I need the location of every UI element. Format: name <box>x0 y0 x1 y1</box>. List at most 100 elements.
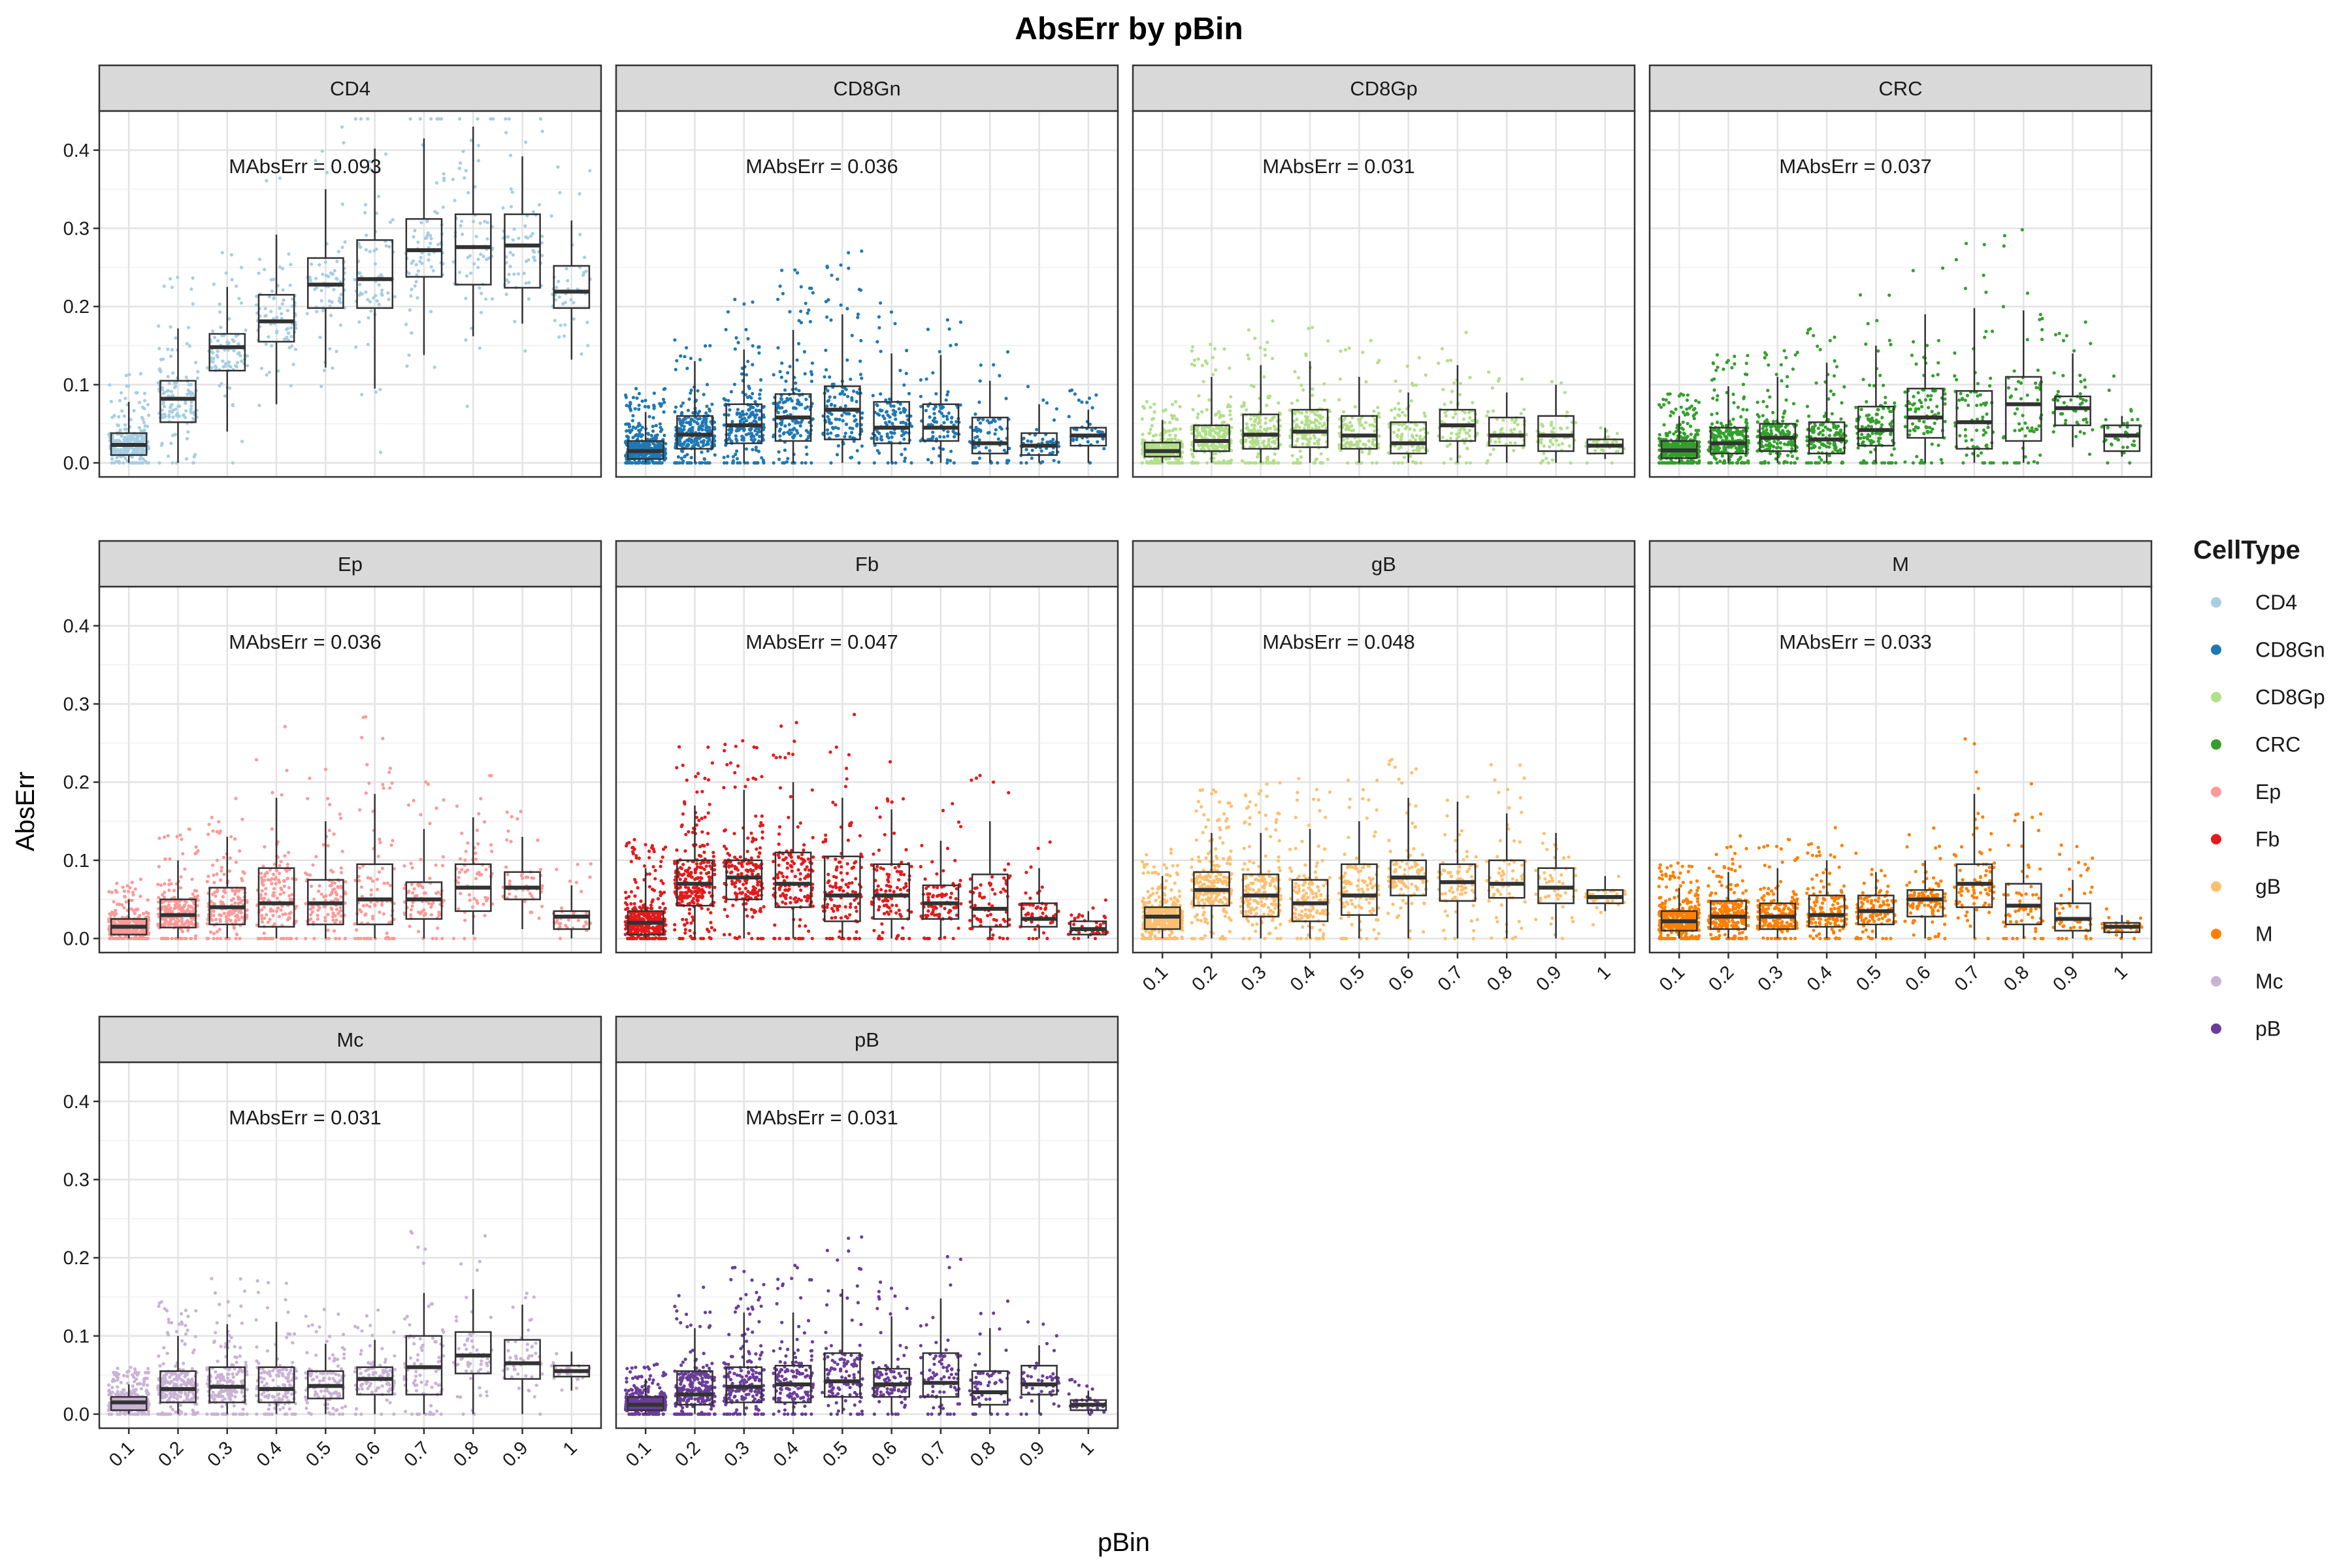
data-point <box>485 237 489 241</box>
data-point <box>836 277 840 281</box>
data-point <box>555 286 559 289</box>
data-point <box>1450 431 1454 435</box>
data-point <box>783 448 787 452</box>
data-point <box>776 297 780 301</box>
data-point <box>1452 381 1456 385</box>
data-point <box>795 271 800 275</box>
data-point <box>1212 434 1216 438</box>
data-point <box>851 427 855 431</box>
data-point <box>755 433 759 436</box>
data-point <box>1250 423 1254 427</box>
data-point <box>1299 455 1303 459</box>
data-point <box>640 425 644 429</box>
data-point <box>850 398 854 402</box>
mabserr-annotation: MAbsErr = 0.031 <box>1262 155 1414 178</box>
data-point <box>1311 393 1315 397</box>
data-point <box>524 281 528 285</box>
data-point <box>729 439 733 443</box>
data-point <box>588 169 592 172</box>
data-point <box>1354 461 1359 465</box>
data-point <box>693 419 696 423</box>
data-point <box>340 203 344 206</box>
data-point <box>1249 384 1253 387</box>
data-point <box>120 409 124 413</box>
data-point <box>321 272 325 276</box>
data-point <box>753 461 757 465</box>
data-point <box>318 263 321 267</box>
data-point <box>1488 453 1492 457</box>
data-point <box>1542 444 1546 448</box>
data-point <box>161 402 165 406</box>
data-point <box>1309 436 1313 440</box>
data-point <box>1756 434 1759 438</box>
data-point <box>778 421 783 425</box>
data-point <box>846 395 850 399</box>
data-point <box>932 447 936 451</box>
data-point <box>1455 433 1459 436</box>
data-point <box>176 404 180 408</box>
data-point <box>811 417 815 421</box>
data-point <box>1715 412 1719 416</box>
data-point <box>112 414 116 417</box>
data-point <box>1548 440 1552 444</box>
data-point <box>870 436 874 440</box>
data-point <box>142 399 147 402</box>
data-point <box>559 323 563 327</box>
data-point <box>1741 408 1745 412</box>
data-point <box>629 443 633 447</box>
data-point <box>524 235 528 239</box>
data-point <box>761 459 765 463</box>
data-point <box>187 325 191 329</box>
data-point <box>184 375 188 380</box>
data-point <box>553 319 557 323</box>
data-point <box>409 294 413 298</box>
data-point <box>1688 424 1693 429</box>
data-point <box>879 350 883 353</box>
data-point <box>557 280 561 284</box>
data-point <box>1695 461 1699 465</box>
data-point <box>553 298 558 302</box>
data-point <box>1209 433 1213 437</box>
data-point <box>1367 451 1371 456</box>
data-point <box>1600 448 1604 451</box>
data-point <box>1173 437 1177 441</box>
data-point <box>830 273 834 277</box>
data-point <box>1422 427 1426 431</box>
data-point <box>705 383 710 387</box>
data-point <box>479 310 483 314</box>
data-point <box>254 303 258 307</box>
data-point <box>958 403 962 407</box>
data-point <box>1250 442 1254 446</box>
data-point <box>377 195 381 199</box>
data-point <box>798 434 803 438</box>
data-point <box>993 432 997 436</box>
data-point <box>1229 461 1233 465</box>
data-point <box>1314 413 1318 417</box>
data-point <box>1376 361 1380 365</box>
data-point <box>1683 443 1687 447</box>
data-point <box>1661 397 1665 401</box>
data-point <box>952 461 956 465</box>
data-point <box>336 250 340 253</box>
data-point <box>288 284 292 287</box>
data-point <box>659 404 663 408</box>
data-point <box>174 414 178 417</box>
data-point <box>630 419 634 423</box>
data-point <box>429 237 433 240</box>
data-point <box>245 354 250 358</box>
data-point <box>366 117 370 121</box>
data-point <box>625 429 629 433</box>
data-point <box>366 298 370 302</box>
data-point <box>413 229 417 233</box>
data-point <box>512 227 516 231</box>
data-point <box>1168 429 1171 433</box>
data-point <box>366 342 370 346</box>
data-point <box>756 461 760 465</box>
data-point <box>836 444 840 448</box>
data-point <box>1458 382 1463 385</box>
data-point <box>1170 402 1175 406</box>
data-point <box>860 376 864 380</box>
data-point <box>664 442 668 446</box>
data-point <box>176 275 180 280</box>
data-point <box>1163 444 1167 448</box>
